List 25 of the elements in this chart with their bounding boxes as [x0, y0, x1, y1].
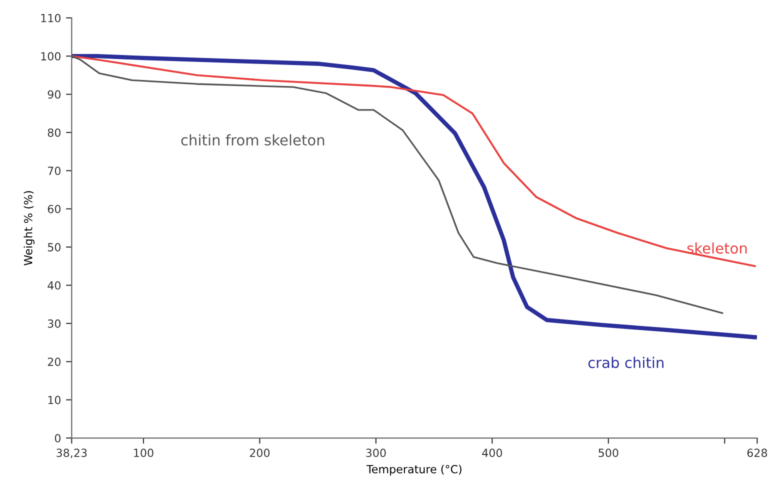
x-tick-label: 300: [366, 448, 386, 458]
y-tick-label: 10: [48, 396, 61, 404]
x-tick-label: 628: [747, 448, 768, 458]
y-tick-label: 70: [48, 166, 61, 176]
y-axis-title: Weight % (%): [24, 191, 34, 266]
series-label: crab chitin: [588, 356, 664, 368]
x-axis-title: Temperature (°C): [366, 464, 462, 476]
x-tick-label: 38,23: [56, 448, 87, 458]
y-tick-label: 20: [48, 358, 61, 366]
y-tick-label: 30: [48, 319, 61, 328]
line-series: [72, 55, 756, 268]
x-tick-label: 400: [482, 448, 502, 458]
y-tick-label: 100: [41, 52, 61, 60]
series-label: skeleton: [687, 242, 747, 254]
y-tick-label: 80: [48, 128, 61, 137]
y-tick-label: 50: [48, 243, 61, 252]
y-tick-label: 90: [48, 90, 61, 99]
x-tick-label: 100: [134, 448, 154, 458]
y-tick-label: 0: [54, 434, 61, 442]
y-tick-label: 40: [48, 281, 61, 290]
x-tick-label: 200: [250, 448, 270, 458]
y-tick-label: 60: [48, 204, 61, 214]
text: chitin from skeleton: [181, 134, 324, 146]
x-tick-label: 500: [598, 448, 618, 458]
y-tick-label: 110: [41, 14, 61, 22]
